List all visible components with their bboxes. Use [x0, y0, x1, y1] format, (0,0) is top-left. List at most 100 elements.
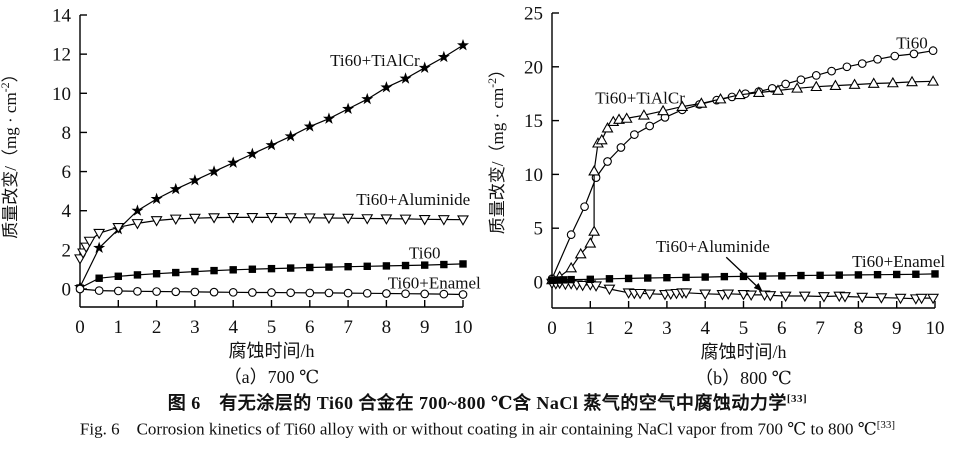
marker-triangle-up [733, 88, 746, 100]
marker-triangle-down [303, 213, 316, 224]
marker-circle [645, 121, 655, 131]
x-tick-label: 7 [815, 318, 825, 339]
marker-circle [629, 130, 639, 139]
x-tick-label: 2 [624, 318, 634, 339]
marker-circle [781, 79, 790, 89]
marker-circle [566, 230, 576, 240]
x-tick-label: 2 [152, 317, 162, 338]
marker-square [210, 266, 218, 275]
marker-circle [857, 59, 867, 68]
marker-square [797, 271, 805, 280]
series-ti60-aluminide [74, 213, 469, 265]
marker-square [567, 275, 575, 284]
axes [551, 12, 936, 309]
marker-triangle-down [927, 293, 940, 305]
caption-chinese: 图 6 有无涂层的 Ti60 合金在 700~800 ℃含 NaCl 蒸气的空气… [0, 392, 975, 415]
marker-square [778, 272, 786, 280]
y-tick-label: 0 [62, 280, 72, 301]
x-tick-label: 7 [343, 317, 353, 338]
marker-square [363, 262, 371, 270]
marker-triangle-down [342, 213, 355, 225]
marker-triangle-down [323, 213, 335, 225]
marker-triangle-down [737, 290, 750, 301]
x-axis-label: 腐蚀时间/h [700, 342, 786, 362]
marker-triangle-down [208, 213, 220, 224]
marker-square [325, 263, 333, 271]
marker-square [758, 272, 767, 280]
x-tick-label: 5 [739, 318, 749, 339]
y-tick-label: 25 [524, 4, 543, 25]
marker-square [95, 274, 103, 282]
marker-square [459, 260, 467, 268]
y-tick-label: 0 [534, 273, 544, 294]
x-tick-label: 5 [267, 317, 277, 338]
y-axis-label: 质量改变/（mg · cm-2） [487, 61, 507, 234]
marker-circle [827, 66, 836, 76]
charts-row: 0 2 4 6 8 10 12 14 0 1 2 3 4 5 6 7 8 9 10 腐蚀时间/h （a）700 ℃ 质量改… [0, 4, 945, 389]
marker-triangle-up [620, 112, 633, 123]
marker-square [835, 271, 843, 279]
marker-circle [928, 46, 938, 56]
marker-triangle-up [565, 261, 578, 273]
marker-triangle-up [574, 247, 587, 259]
x-tick-label: 4 [228, 317, 238, 338]
x-tick-label: 3 [662, 318, 672, 339]
y-tick-label: 14 [52, 6, 72, 27]
marker-triangle-up [867, 77, 880, 88]
series-label: Ti60+Aluminide [656, 237, 770, 256]
marker-triangle-down [603, 284, 616, 296]
marker-triangle-down [643, 289, 656, 300]
marker-triangle-down [839, 292, 851, 303]
marker-triangle-down [83, 236, 96, 248]
x-tick-label: 8 [382, 317, 392, 338]
marker-triangle-down [246, 213, 259, 224]
x-tick-label: 6 [305, 317, 315, 338]
marker-square [893, 270, 901, 279]
marker-square [854, 271, 863, 279]
y-tick-label: 6 [62, 162, 72, 183]
marker-square [229, 266, 237, 274]
y-tick-label: 2 [62, 240, 72, 261]
marker-triangle-down [399, 214, 412, 226]
marker-circle [909, 49, 919, 59]
marker-star [457, 39, 469, 51]
marker-square [267, 264, 276, 273]
series-ti60-aluminide [546, 278, 940, 305]
chart-subtitle: （b）800 ℃ [695, 368, 792, 388]
marker-triangle-up [927, 75, 940, 86]
marker-circle [458, 290, 468, 299]
x-tick-label: 9 [420, 317, 430, 338]
marker-triangle-down [169, 214, 182, 226]
marker-triangle-down [131, 219, 144, 230]
marker-triangle-down [779, 291, 792, 303]
x-tick-label: 3 [190, 317, 200, 338]
x-tick-label: 4 [700, 318, 710, 339]
marker-star [246, 147, 259, 160]
marker-circle [343, 288, 353, 298]
marker-triangle-up [772, 84, 784, 95]
series-ti60 [76, 260, 467, 292]
marker-square [421, 261, 429, 269]
marker-square [554, 276, 562, 284]
marker-square [191, 267, 199, 276]
marker-circle [190, 287, 200, 297]
marker-triangle-down [590, 281, 602, 292]
marker-circle [324, 288, 334, 298]
marker-star [303, 120, 316, 132]
marker-triangle-down [817, 292, 830, 303]
annotation-arrow-line [725, 256, 757, 286]
marker-square [816, 271, 824, 280]
marker-circle [305, 288, 315, 298]
marker-triangle-down [722, 289, 735, 300]
marker-square [382, 262, 391, 270]
marker-triangle-down [680, 288, 692, 299]
y-tick-label: 10 [52, 84, 71, 105]
marker-circle [113, 286, 123, 296]
marker-square [344, 262, 352, 271]
marker-triangle-up [829, 79, 842, 90]
marker-triangle-down [418, 214, 431, 226]
marker-square [701, 273, 709, 281]
marker-triangle-up [657, 104, 670, 116]
marker-square [720, 272, 729, 281]
marker-triangle-down [915, 293, 928, 305]
